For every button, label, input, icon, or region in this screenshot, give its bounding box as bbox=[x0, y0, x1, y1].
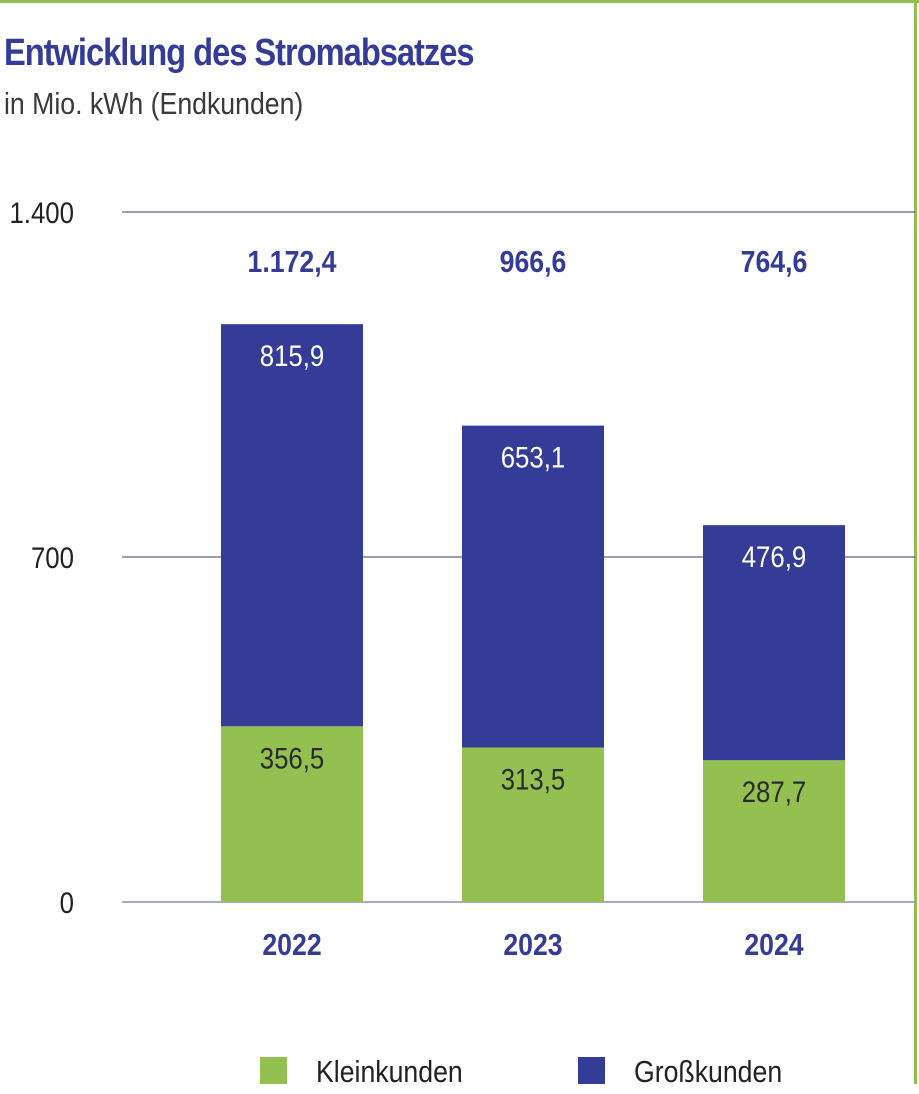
bar-kleinkunden bbox=[221, 726, 363, 902]
bar-großkunden bbox=[462, 425, 604, 748]
legend-swatch-kleinkunden bbox=[260, 1057, 287, 1084]
bar-kleinkunden bbox=[703, 760, 845, 902]
total-value-label: 966,6 bbox=[500, 245, 567, 279]
bar-value-label: 356,5 bbox=[260, 741, 325, 774]
x-tick-label: 2022 bbox=[262, 928, 321, 962]
total-value-label: 1.172,4 bbox=[248, 245, 337, 279]
legend-label: Kleinkunden bbox=[316, 1055, 463, 1089]
legend-label: Großkunden bbox=[634, 1055, 782, 1089]
bar-großkunden bbox=[221, 324, 363, 727]
x-tick-label: 2024 bbox=[744, 928, 803, 962]
bar-value-label: 653,1 bbox=[501, 441, 566, 474]
total-value-label: 764,6 bbox=[741, 245, 808, 279]
bar-value-label: 815,9 bbox=[260, 339, 325, 372]
chart-subtitle: in Mio. kWh (Endkunden) bbox=[4, 86, 304, 121]
legend-swatch-großkunden bbox=[578, 1057, 605, 1084]
y-tick-label: 0 bbox=[60, 886, 74, 919]
y-tick-label: 1.400 bbox=[9, 196, 74, 229]
bar-value-label: 476,9 bbox=[742, 540, 807, 573]
frame-top-border bbox=[0, 0, 919, 3]
bar-großkunden bbox=[703, 525, 845, 761]
bar-value-label: 287,7 bbox=[742, 775, 807, 808]
chart-title: Entwicklung des Stromabsatzes bbox=[4, 32, 475, 74]
frame-right-border bbox=[914, 0, 917, 1084]
x-tick-label: 2023 bbox=[503, 928, 562, 962]
bar-value-label: 313,5 bbox=[501, 763, 566, 796]
bar-kleinkunden bbox=[462, 747, 604, 902]
y-tick-label: 700 bbox=[31, 541, 74, 574]
